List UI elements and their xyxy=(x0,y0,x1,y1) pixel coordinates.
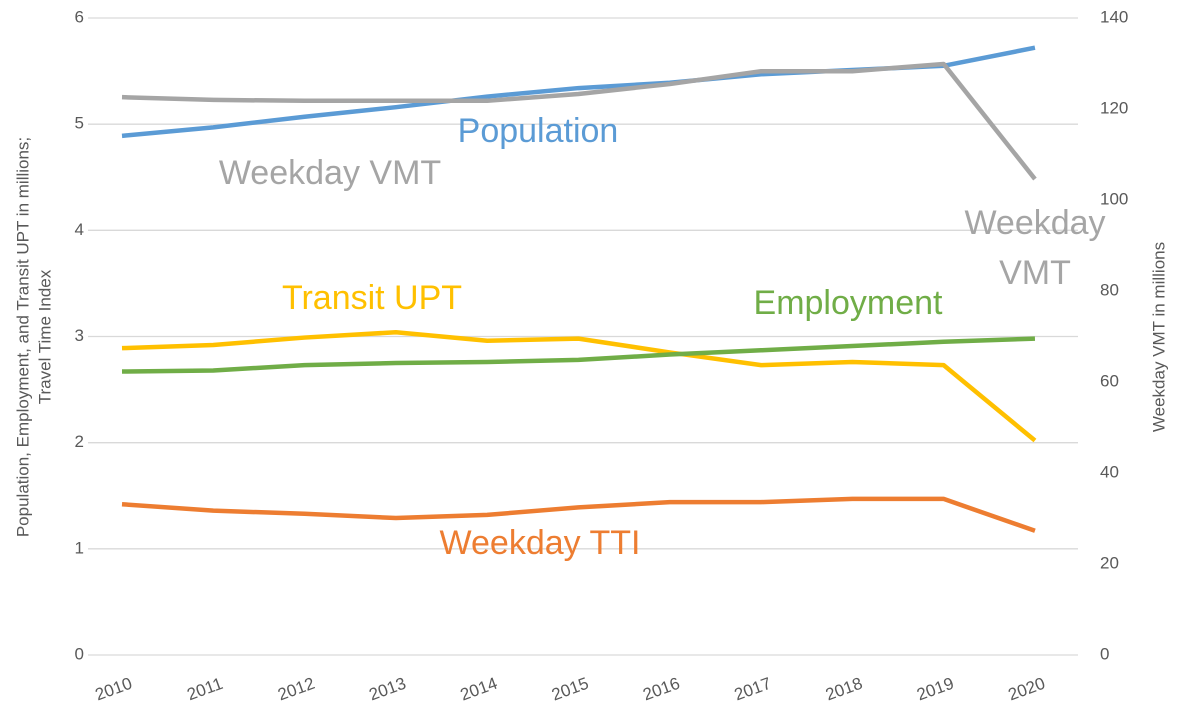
y2-tick-label: 40 xyxy=(1100,462,1119,481)
y2-tick-label: 100 xyxy=(1100,189,1128,208)
annotation: VMT xyxy=(999,254,1071,292)
y2-axis-title: Weekday VMT in millions xyxy=(1149,242,1168,432)
x-tick-label: 2011 xyxy=(185,674,226,704)
y-axis-title: Population, Employment, and Transit UPT … xyxy=(13,137,32,537)
series-label: Transit UPT xyxy=(282,279,462,317)
x-tick-label: 2010 xyxy=(93,674,135,705)
annotation: Weekday xyxy=(964,204,1105,242)
y2-tick-label: 80 xyxy=(1100,280,1119,299)
y2-tick-label: 120 xyxy=(1100,98,1128,117)
x-tick-label: 2013 xyxy=(367,674,409,705)
x-tick-label: 2016 xyxy=(640,674,682,705)
y2-tick-label: 60 xyxy=(1100,371,1119,390)
x-tick-label: 2012 xyxy=(275,674,317,705)
y2-tick-label: 0 xyxy=(1100,644,1109,663)
x-tick-label: 2019 xyxy=(914,674,956,705)
x-tick-label: 2014 xyxy=(458,674,500,705)
series-label: Weekday VMT xyxy=(219,154,441,192)
y-tick-label: 1 xyxy=(75,538,84,557)
y2-tick-label: 20 xyxy=(1100,553,1119,572)
series-label: Weekday TTI xyxy=(440,524,641,562)
y-tick-label: 3 xyxy=(75,326,84,345)
line xyxy=(121,330,1037,443)
line xyxy=(121,496,1036,533)
y2-tick-label: 140 xyxy=(1100,7,1128,26)
series-label: Population xyxy=(458,112,619,150)
y-tick-label: 0 xyxy=(75,644,84,663)
line xyxy=(121,61,1037,181)
y-tick-label: 4 xyxy=(75,220,84,239)
y-tick-label: 5 xyxy=(75,114,84,133)
x-tick-label: 2020 xyxy=(1006,674,1048,705)
x-tick-label: 2018 xyxy=(823,674,865,705)
x-tick-label: 2015 xyxy=(549,674,591,705)
y-axis-title: Travel Time Index xyxy=(35,269,54,404)
y-tick-label: 2 xyxy=(75,432,84,451)
x-tick-label: 2017 xyxy=(732,674,774,705)
y-tick-label: 6 xyxy=(75,7,84,26)
series-label: Employment xyxy=(754,284,944,322)
line xyxy=(121,336,1036,374)
